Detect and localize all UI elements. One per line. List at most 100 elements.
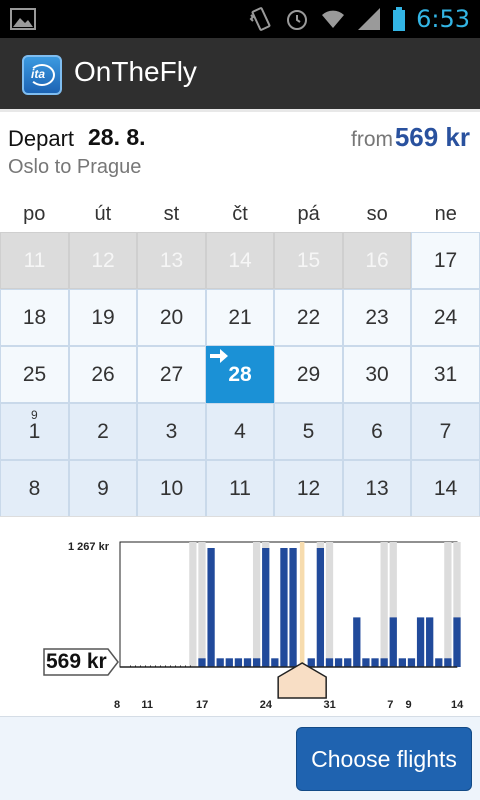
calendar-day[interactable]: 17 [411, 232, 480, 289]
calendar-day[interactable]: 21 [206, 289, 274, 346]
price-tag-shape [43, 648, 119, 676]
chart-bar [453, 617, 461, 667]
calendar-day[interactable]: 20 [137, 289, 206, 346]
chart-weekend-column [380, 542, 388, 667]
chart-selected-column [299, 542, 305, 667]
chart-frame [119, 541, 458, 668]
calendar-day-number: 23 [365, 305, 389, 329]
choose-flights-button[interactable]: Choose flights [296, 727, 472, 791]
calendar-day-number: 20 [159, 305, 184, 329]
chart-bar [243, 658, 252, 667]
calendar-day[interactable]: 22 [274, 289, 343, 346]
chart-bar [252, 658, 261, 667]
calendar-day-number: 12 [296, 476, 321, 500]
depart-label: Depart [8, 126, 75, 151]
weekday-wed: st [163, 203, 180, 225]
chart-x-tick-label: 14 [451, 699, 464, 711]
chart-x-tick-label: 9 [405, 699, 412, 711]
calendar-day-number: 3 [165, 419, 178, 443]
calendar-day[interactable]: 26 [69, 346, 137, 403]
calendar-day-number: 22 [296, 305, 321, 329]
chart-x-tick-label: 11 [141, 699, 153, 711]
status-icons: 6:53 [248, 4, 470, 34]
weekday-fri: pá [297, 203, 320, 225]
calendar-day[interactable]: 18 [0, 289, 69, 346]
calendar-day-number: 6 [371, 419, 383, 443]
calendar-day-number: 13 [159, 248, 184, 272]
calendar-day[interactable]: 29 [274, 346, 343, 403]
calendar-day[interactable]: 10 [137, 460, 206, 516]
calendar-day-number: 27 [159, 362, 184, 386]
calendar-day[interactable]: 14 [411, 460, 480, 516]
calendar-day-number: 24 [433, 305, 458, 329]
calendar-day-selected[interactable]: 28 [206, 346, 274, 403]
calendar-day[interactable]: 31 [411, 346, 480, 403]
arrow-right-icon [210, 349, 228, 363]
calendar-day-number: 7 [439, 419, 452, 443]
calendar-day-number: 10 [159, 476, 184, 500]
chart-weekend-column [325, 542, 334, 667]
chart-x-tick-label: 31 [323, 699, 336, 711]
calendar-day[interactable]: 25 [0, 346, 69, 403]
chart-min-price: 569 kr [46, 650, 107, 673]
chart-bar [344, 658, 352, 667]
calendar-day-number: 5 [302, 419, 315, 443]
chart-bar [416, 617, 425, 667]
calendar-day[interactable]: 24 [411, 289, 480, 346]
calendar-day[interactable]: 4 [206, 403, 274, 460]
calendar-day-number: 21 [228, 305, 252, 329]
calendar-day-number: 14 [433, 476, 458, 500]
chart-bar [398, 658, 406, 667]
chart-bar [262, 548, 270, 667]
calendar-day: 12 [69, 232, 137, 289]
logo-text: ita [31, 67, 46, 81]
calendar-day: 11 [0, 232, 69, 289]
chart-bar [280, 548, 288, 667]
calendar-day[interactable]: 30 [343, 346, 411, 403]
weekday-mon: po [23, 203, 46, 225]
calendar-day-number: 31 [433, 362, 458, 386]
calendar-day-number: 16 [365, 248, 389, 272]
calendar-day[interactable]: 12 [274, 460, 343, 516]
calendar-day-number: 15 [296, 248, 321, 272]
calendar-day[interactable]: 2 [69, 403, 137, 460]
calendar-day-number: 26 [91, 362, 115, 386]
calendar-day[interactable]: 8 [0, 460, 69, 516]
calendar-day[interactable]: 7 [411, 403, 480, 460]
picture-icon [10, 8, 36, 30]
chart-weekend-column [389, 542, 397, 667]
calendar-day-number: 11 [23, 248, 46, 272]
calendar-day[interactable]: 27 [137, 346, 206, 403]
calendar-day[interactable]: 19 [69, 289, 137, 346]
calendar-day[interactable]: 23 [343, 289, 411, 346]
calendar-day[interactable]: 5 [274, 403, 343, 460]
calendar-day[interactable]: 11 [206, 460, 274, 516]
calendar-day-number: 4 [234, 419, 246, 443]
vibrate-icon [249, 7, 271, 31]
chart-bar [289, 548, 297, 667]
calendar-day-number: 11 [229, 476, 251, 500]
calendar-day-number: 29 [296, 362, 321, 386]
chart-bar [325, 658, 334, 667]
calendar-day[interactable]: 3 [137, 403, 206, 460]
chart-weekend-column [444, 542, 452, 667]
calendar-day[interactable]: 9 [69, 460, 137, 516]
weekday-tue: út [94, 203, 112, 225]
calendar-day[interactable]: 6 [343, 403, 411, 460]
calendar-day: 14 [206, 232, 274, 289]
chart-bar [216, 658, 224, 667]
weekday-thu: čt [232, 203, 248, 225]
calendar-grid: 8 9 111213141516171819202122232425262728… [0, 232, 480, 516]
chart-bar [225, 658, 233, 667]
price-chart[interactable]: 1 267 kr 569 kr 8 11 17 24 31 9 7 14 [0, 516, 480, 716]
chart-bar [316, 548, 325, 667]
chart-bar [198, 658, 206, 667]
calendar-day[interactable]: 13 [343, 460, 411, 516]
chart-bar [389, 617, 397, 667]
price-chart-svg[interactable] [0, 517, 480, 717]
month-marker: 9 [31, 408, 38, 422]
app-logo-icon[interactable]: ita [22, 55, 62, 95]
battery-icon [393, 7, 406, 31]
signal-icon [358, 8, 381, 30]
